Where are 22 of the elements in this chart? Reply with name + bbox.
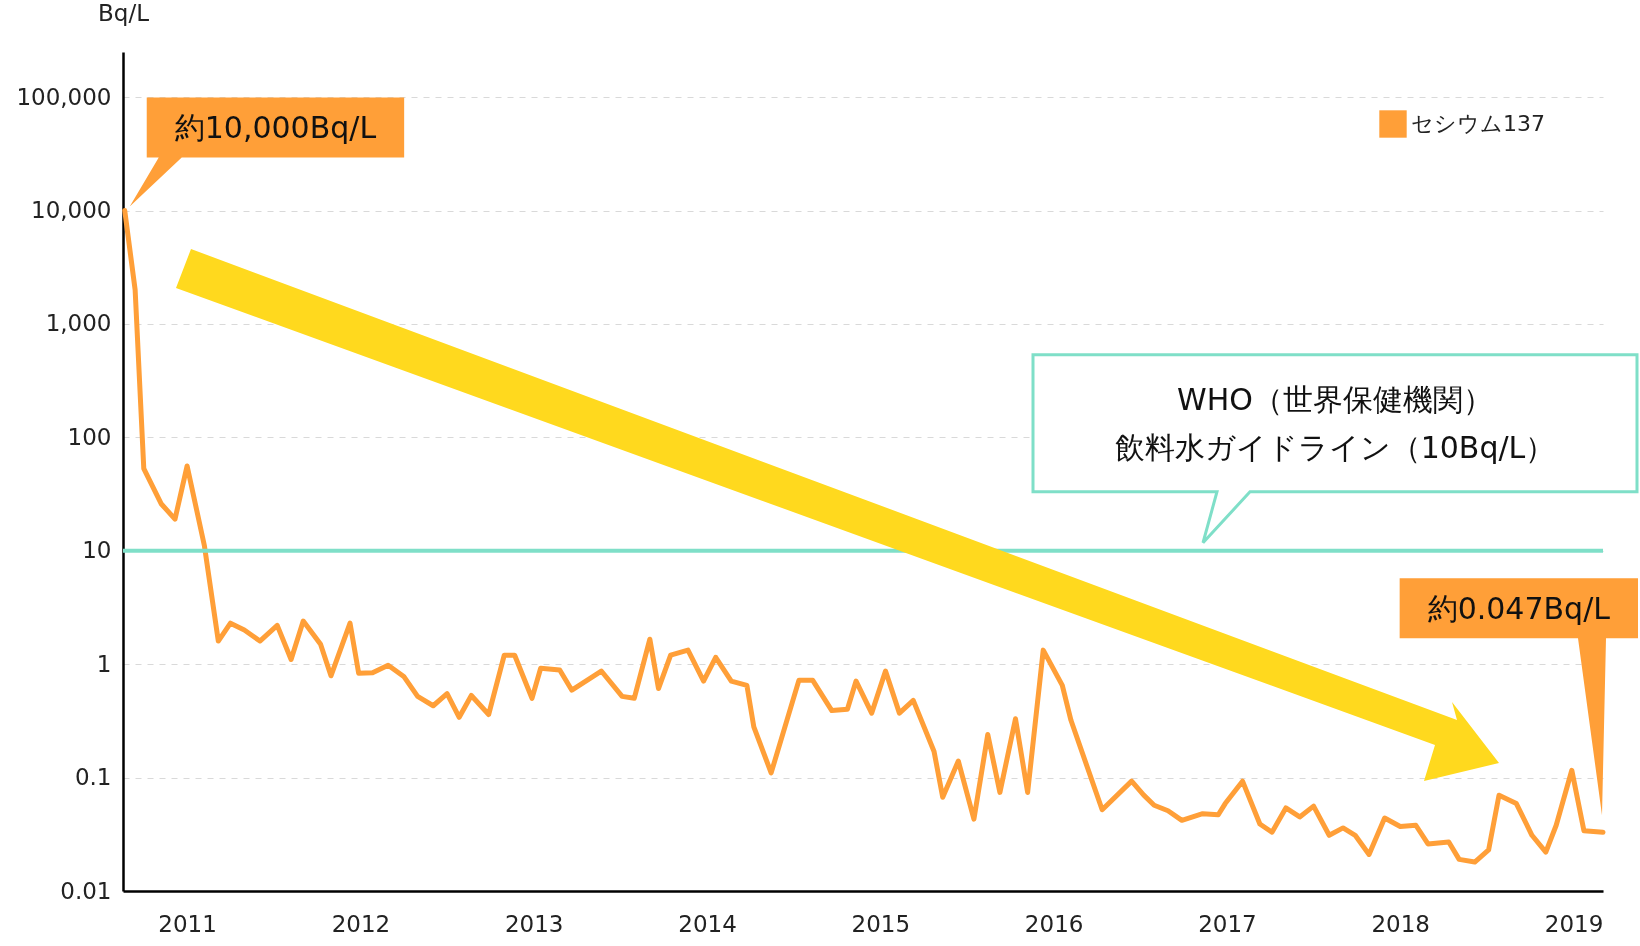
x-tick-label: 2018 xyxy=(1371,910,1431,937)
y-tick-label: 0.1 xyxy=(74,764,112,791)
y-tick-label: 1,000 xyxy=(45,310,112,337)
y-tick-label: 1 xyxy=(96,650,112,677)
y-tick-label: 10 xyxy=(82,537,112,564)
x-tick-label: 2012 xyxy=(331,910,391,937)
y-tick-label: 100,000 xyxy=(16,83,112,110)
x-tick-label: 2019 xyxy=(1544,910,1604,937)
x-tick-label: 2016 xyxy=(1024,910,1084,937)
y-tick-label: 0.01 xyxy=(60,877,112,904)
annotation: 約0.047Bq/L xyxy=(1427,590,1611,626)
legend-label: セシウム137 xyxy=(1411,111,1545,136)
y-axis-title: Bq/L xyxy=(98,0,150,26)
x-tick-label: 2013 xyxy=(504,910,564,937)
x-tick-label: 2015 xyxy=(851,910,911,937)
x-tick-label: 2011 xyxy=(158,910,217,937)
y-tick-label: 10,000 xyxy=(31,197,112,224)
annotation: 約10,000Bq/L xyxy=(174,110,377,146)
x-tick-label: 2014 xyxy=(678,910,737,937)
x-tick-label: 2017 xyxy=(1198,910,1257,937)
y-tick-label: 100 xyxy=(67,423,112,450)
ref-line-label: WHO（世界保健機関）飲料水ガイドライン（10Bq/L） xyxy=(1114,381,1556,465)
